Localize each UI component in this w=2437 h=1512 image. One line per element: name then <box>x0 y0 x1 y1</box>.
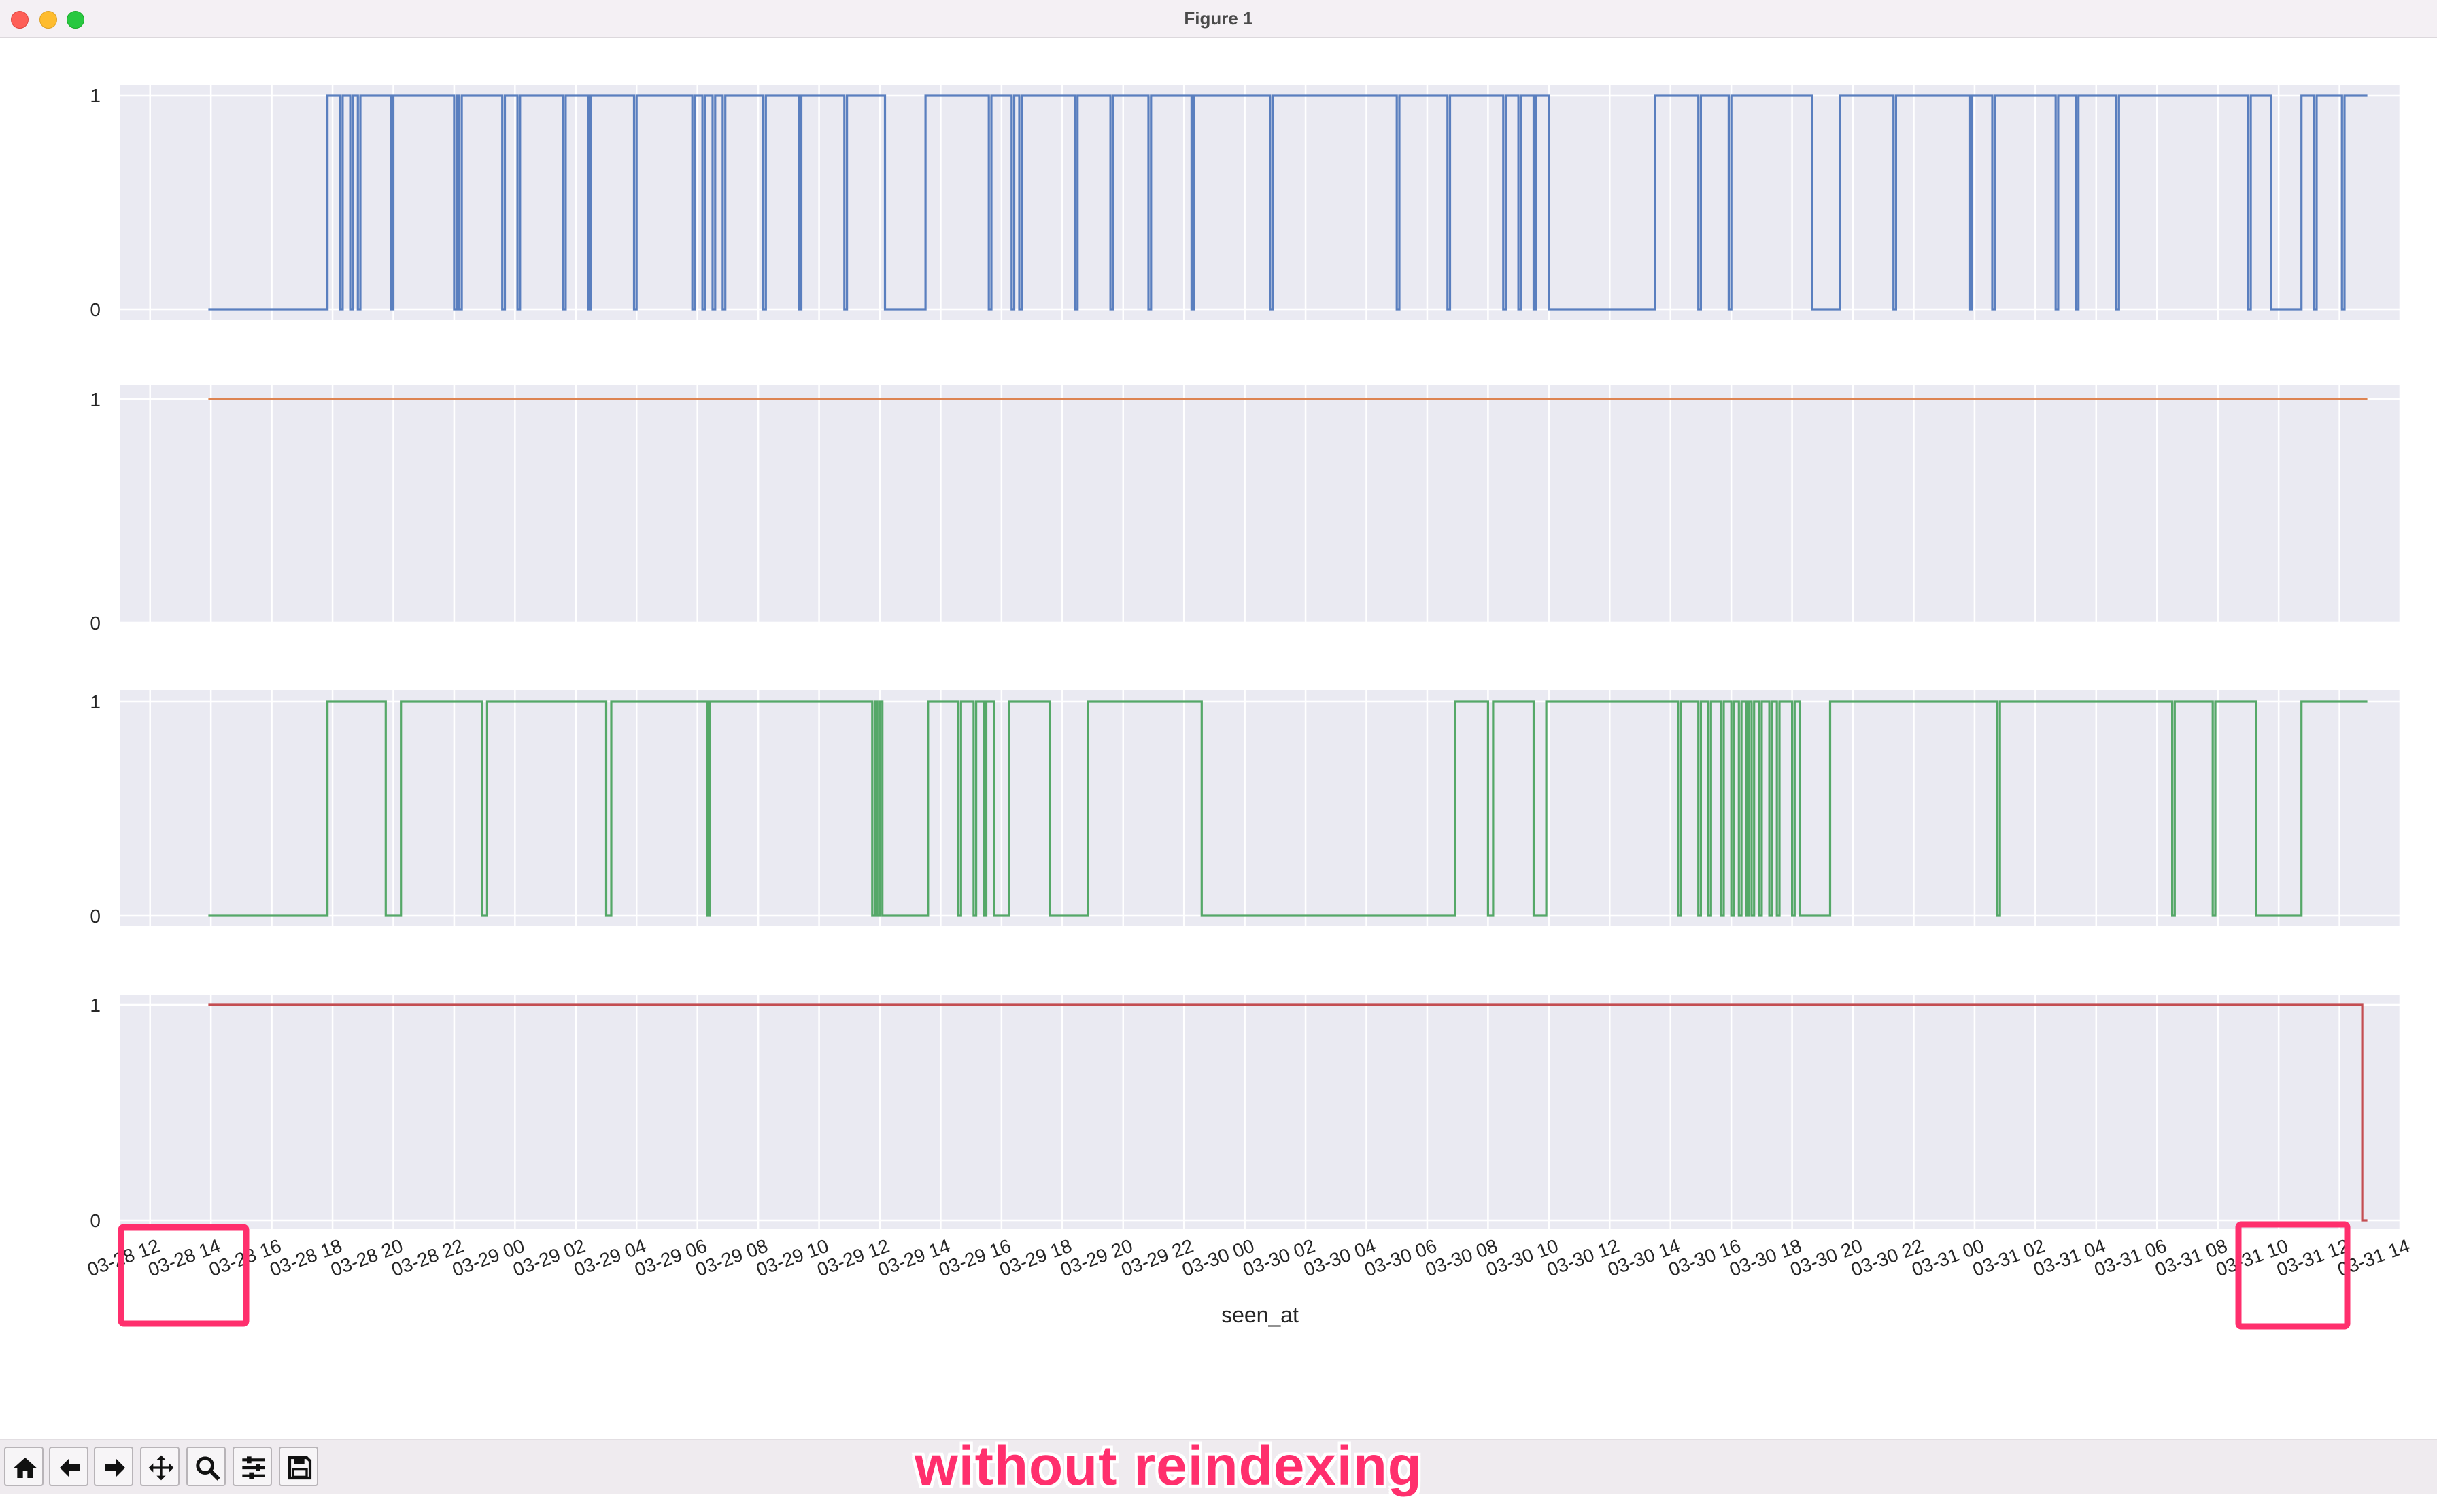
save-icon <box>288 1456 312 1480</box>
plot-area <box>120 690 2400 926</box>
save-button[interactable] <box>279 1447 318 1486</box>
y-tick-label: 1 <box>90 995 101 1016</box>
back-arrow-icon <box>60 1458 80 1477</box>
configure-subplots-icon <box>242 1456 265 1479</box>
home-icon <box>14 1458 37 1478</box>
navigation-toolbar <box>0 1439 2437 1494</box>
window-titlebar: Figure 1 <box>0 0 2437 38</box>
annotation-text: without reindexing <box>915 1435 1422 1497</box>
series-line <box>208 1003 2368 1222</box>
window-title: Figure 1 <box>1184 8 1253 29</box>
plot-area <box>120 85 2400 320</box>
zoom-icon <box>196 1456 220 1481</box>
x-axis-label: seen_at <box>1221 1303 1299 1327</box>
close-window-button[interactable] <box>11 11 29 29</box>
y-tick-label: 1 <box>90 691 101 712</box>
plot-area <box>120 385 2400 623</box>
y-tick-label: 1 <box>90 389 101 410</box>
forward-button[interactable] <box>94 1447 133 1486</box>
highlight-box <box>118 1224 250 1327</box>
maximize-window-button[interactable] <box>67 11 84 29</box>
y-tick-label: 0 <box>90 613 101 634</box>
configure-subplots-button[interactable] <box>233 1447 272 1486</box>
home-button[interactable] <box>4 1447 44 1486</box>
minimize-window-button[interactable] <box>39 11 57 29</box>
forward-arrow-icon <box>105 1458 125 1477</box>
back-button[interactable] <box>49 1447 88 1486</box>
highlight-box <box>2235 1221 2351 1330</box>
y-tick-label: 1 <box>90 85 101 106</box>
pan-button[interactable] <box>140 1447 180 1486</box>
plot-area <box>120 995 2400 1229</box>
series-line <box>208 94 2368 311</box>
series-line <box>208 700 2368 917</box>
y-tick-label: 0 <box>90 906 101 927</box>
pan-icon <box>148 1455 174 1481</box>
y-tick-label: 0 <box>90 1210 101 1231</box>
y-tick-label: 0 <box>90 299 101 320</box>
zoom-button[interactable] <box>186 1447 226 1486</box>
